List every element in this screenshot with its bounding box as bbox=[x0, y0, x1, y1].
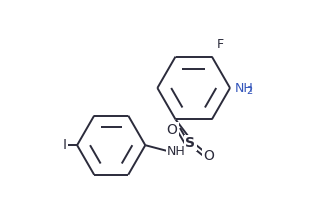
Text: NH: NH bbox=[235, 81, 254, 95]
Text: I: I bbox=[63, 138, 67, 152]
Text: NH: NH bbox=[167, 145, 185, 158]
Text: O: O bbox=[167, 123, 177, 138]
Text: 2: 2 bbox=[246, 86, 253, 96]
Text: O: O bbox=[203, 148, 214, 163]
Text: S: S bbox=[185, 136, 195, 150]
Text: F: F bbox=[216, 38, 223, 51]
